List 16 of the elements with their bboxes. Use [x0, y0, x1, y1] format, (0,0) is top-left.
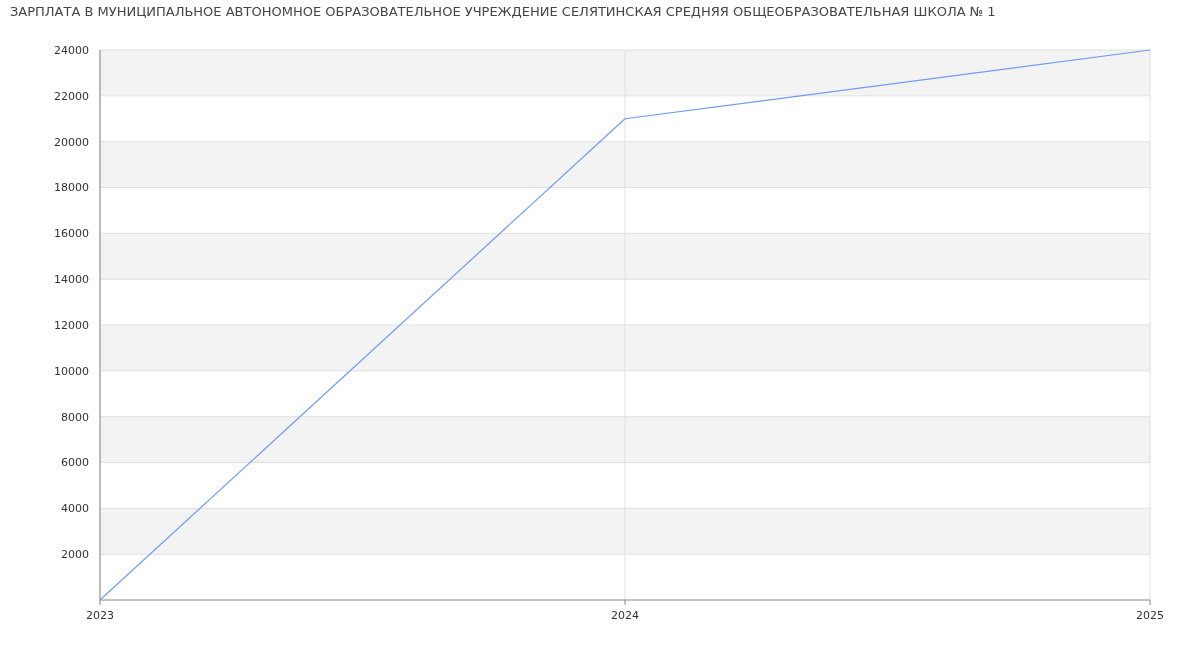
y-tick-label: 16000 [54, 227, 89, 241]
x-tick-label: 2025 [1136, 609, 1164, 622]
y-tick-label: 24000 [54, 43, 89, 57]
y-tick-label: 14000 [54, 273, 89, 287]
y-tick-label: 8000 [61, 410, 89, 424]
x-tick-label: 2023 [86, 609, 114, 622]
chart-title: ЗАРПЛАТА В МУНИЦИПАЛЬНОЕ АВТОНОМНОЕ ОБРАЗОВАТЕЛЬНОЕ УЧРЕЖДЕНИЕ СЕЛЯТИНСКАЯ СРЕДНЯЯ ОБЩЕОБРАЗОВАТЕЛЬНАЯ ШКОЛА № 1 [10, 4, 996, 19]
y-tick-label: 6000 [61, 456, 89, 470]
y-tick-label: 12000 [54, 318, 89, 332]
y-tick-label: 22000 [54, 89, 89, 103]
y-tick-label: 4000 [61, 502, 89, 516]
y-tick-label: 10000 [54, 364, 89, 378]
y-tick-label: 20000 [54, 135, 89, 149]
y-tick-label: 2000 [61, 548, 89, 562]
y-tick-label: 18000 [54, 181, 89, 195]
x-tick-label: 2024 [611, 609, 639, 622]
